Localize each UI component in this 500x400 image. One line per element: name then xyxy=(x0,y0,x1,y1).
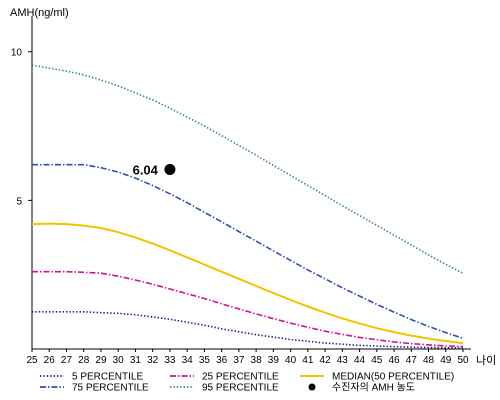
series-line-0 xyxy=(32,310,464,349)
x-tick-label: 30 xyxy=(113,355,125,366)
series-layer xyxy=(31,64,464,349)
series-line-2 xyxy=(31,222,464,345)
legend-label-0: 5 PERCENTILE xyxy=(72,372,143,383)
patient-amh-label: 6.04 xyxy=(133,162,159,177)
x-tick-label: 34 xyxy=(182,355,194,366)
x-tick-label: 50 xyxy=(457,355,469,366)
x-tick-label: 25 xyxy=(26,355,38,366)
series-line-4 xyxy=(31,64,464,274)
legend-label-3: 75 PERCENTILE xyxy=(72,383,149,394)
legend-label-1: 25 PERCENTILE xyxy=(202,372,279,383)
y-axis-title: AMH(ng/ml) xyxy=(10,7,69,19)
x-tick-label: 47 xyxy=(406,355,418,366)
x-tick-label: 43 xyxy=(337,355,349,366)
x-tick-label: 38 xyxy=(251,355,263,366)
legend-label-annotation: 수진자의 AMH 농도 xyxy=(332,382,415,394)
annotation-layer: 6.04 xyxy=(133,162,176,177)
x-tick-label: 36 xyxy=(216,355,228,366)
series-line-3 xyxy=(32,163,464,340)
x-tick-label: 44 xyxy=(354,355,366,366)
y-axis-ticks: 5 10 xyxy=(11,48,32,207)
x-tick-label: 29 xyxy=(95,355,107,366)
x-tick-label: 45 xyxy=(371,355,383,366)
patient-amh-point xyxy=(164,163,176,175)
x-tick-label: 28 xyxy=(78,355,90,366)
x-axis-title: 나이 xyxy=(476,354,496,367)
x-axis-ticks: 25 26 27 28 29 30 31 32 33 34 35 36 37 38 39 40 41 42 43 44… xyxy=(26,349,469,366)
x-tick-label: 40 xyxy=(285,355,297,366)
x-tick-label: 46 xyxy=(388,355,400,366)
series-line-1 xyxy=(32,270,464,348)
x-tick-label: 48 xyxy=(423,355,435,366)
y-tick-label: 10 xyxy=(11,48,23,59)
x-tick-label: 31 xyxy=(130,355,142,366)
x-tick-label: 49 xyxy=(440,355,452,366)
x-tick-label: 27 xyxy=(61,355,73,366)
axes xyxy=(31,16,471,350)
x-tick-label: 41 xyxy=(302,355,314,366)
x-tick-label: 33 xyxy=(164,355,176,366)
x-tick-label: 32 xyxy=(147,355,159,366)
x-tick-label: 35 xyxy=(199,355,211,366)
legend-swatch-annotation xyxy=(308,383,316,391)
x-tick-label: 39 xyxy=(268,355,280,366)
legend-label-2: MEDIAN(50 PERCENTILE) xyxy=(332,372,454,383)
y-tick-label: 5 xyxy=(16,196,22,207)
x-tick-label: 26 xyxy=(44,355,56,366)
legend: 5 PERCENTILE 25 PERCENTILE MEDIAN(50 PERCE… xyxy=(40,372,454,394)
legend-label-4: 95 PERCENTILE xyxy=(202,383,279,394)
x-tick-label: 37 xyxy=(233,355,245,366)
x-tick-label: 42 xyxy=(320,355,332,366)
